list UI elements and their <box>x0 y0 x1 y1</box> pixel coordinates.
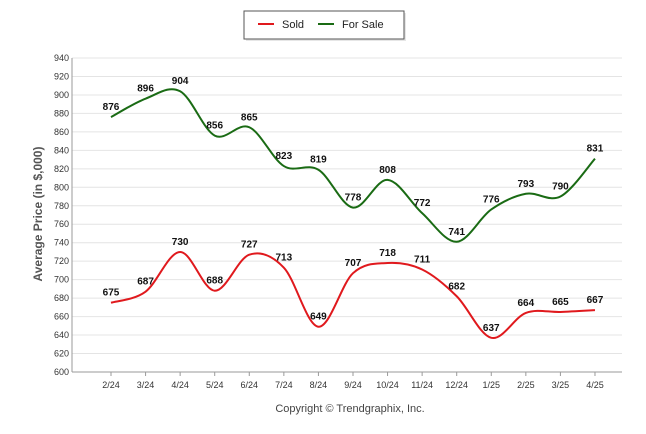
y-tick-label: 600 <box>54 367 69 377</box>
sold-data-label: 649 <box>310 312 327 323</box>
series-lines <box>110 88 596 339</box>
sold-data-label: 664 <box>517 298 534 309</box>
sold-data-label: 688 <box>206 276 223 287</box>
y-tick-label: 880 <box>54 108 69 118</box>
sold-data-label: 687 <box>137 277 154 288</box>
for-sale-data-label: 865 <box>241 112 258 123</box>
grid-lines <box>72 57 622 373</box>
sold-data-label: 727 <box>241 240 258 251</box>
y-tick-label: 800 <box>54 182 69 192</box>
for-sale-data-label: 772 <box>414 198 431 209</box>
x-tick-label: 5/24 <box>206 380 224 390</box>
x-tick-label: 2/25 <box>517 380 535 390</box>
for-sale-data-label: 793 <box>517 179 534 190</box>
sold-data-label: 675 <box>103 288 120 299</box>
for-sale-data-label: 856 <box>206 121 223 132</box>
y-tick-label: 700 <box>54 275 69 285</box>
sold-data-label: 665 <box>552 297 569 308</box>
y-tick-label: 740 <box>54 238 69 248</box>
x-tick-label: 1/25 <box>483 380 501 390</box>
y-tick-label: 760 <box>54 219 69 229</box>
for-sale-data-label: 790 <box>552 182 569 193</box>
x-tick-label: 12/24 <box>445 380 468 390</box>
for-sale-data-label: 776 <box>483 194 500 205</box>
for-sale-data-label: 823 <box>276 151 293 162</box>
data-labels: 675 687 730 688 727 713 649 707 718 711 682 637 664 6… <box>103 76 604 334</box>
sold-data-label: 667 <box>587 295 604 306</box>
x-tick-label: 3/25 <box>552 380 570 390</box>
x-tick-label: 4/24 <box>171 380 189 390</box>
x-tick-label: 8/24 <box>310 380 328 390</box>
y-tick-label: 900 <box>54 90 69 100</box>
y-tick-label: 640 <box>54 330 69 340</box>
x-tick-label: 4/25 <box>586 380 604 390</box>
sold-data-label: 730 <box>172 237 189 248</box>
x-tick-label: 7/24 <box>275 380 293 390</box>
sold-data-label: 637 <box>483 323 500 334</box>
legend-label-for-sale: For Sale <box>342 19 384 31</box>
for-sale-data-label: 831 <box>587 144 604 155</box>
legend[interactable]: Sold For Sale <box>243 10 406 41</box>
x-tick-label: 2/24 <box>102 380 120 390</box>
legend-label-sold: Sold <box>282 19 304 31</box>
y-tick-label: 780 <box>54 201 69 211</box>
y-tick-label: 940 <box>54 53 69 63</box>
for-sale-data-label: 778 <box>345 193 362 204</box>
y-axis-title: Average Price (in $,000) <box>31 147 45 282</box>
for-sale-data-label: 896 <box>137 84 154 95</box>
sold-data-label: 718 <box>379 248 396 259</box>
sold-data-label: 713 <box>276 253 293 264</box>
y-tick-label: 920 <box>54 71 69 81</box>
copyright-text: Copyright © Trendgraphix, Inc. <box>275 403 424 415</box>
for-sale-data-label: 904 <box>172 76 189 87</box>
y-tick-label: 720 <box>54 256 69 266</box>
x-tick-label: 3/24 <box>137 380 155 390</box>
y-tick-label: 840 <box>54 145 69 155</box>
sold-data-label: 707 <box>345 258 362 269</box>
axes <box>71 58 622 376</box>
for-sale-series-line <box>110 88 596 243</box>
x-tick-labels: 2/24 3/24 4/24 5/24 6/24 7/24 8/24 9/24 10/24 11/… <box>102 380 604 390</box>
for-sale-data-label: 808 <box>379 165 396 176</box>
x-tick-label: 9/24 <box>344 380 362 390</box>
x-tick-label: 10/24 <box>376 380 399 390</box>
sold-data-label: 711 <box>414 254 431 265</box>
for-sale-data-label: 741 <box>448 227 465 238</box>
y-tick-label: 620 <box>54 349 69 359</box>
sold-data-label: 682 <box>448 281 465 292</box>
for-sale-data-label: 876 <box>103 102 120 113</box>
x-tick-label: 6/24 <box>241 380 259 390</box>
y-tick-label: 820 <box>54 164 69 174</box>
y-tick-labels: 600 620 640 660 680 700 720 740 760 780 800 820 840 8… <box>54 53 69 377</box>
y-tick-label: 860 <box>54 127 69 137</box>
y-tick-label: 680 <box>54 293 69 303</box>
x-tick-label: 11/24 <box>411 380 433 390</box>
y-tick-label: 660 <box>54 312 69 322</box>
for-sale-data-label: 819 <box>310 155 327 166</box>
sold-series-line <box>110 250 596 339</box>
